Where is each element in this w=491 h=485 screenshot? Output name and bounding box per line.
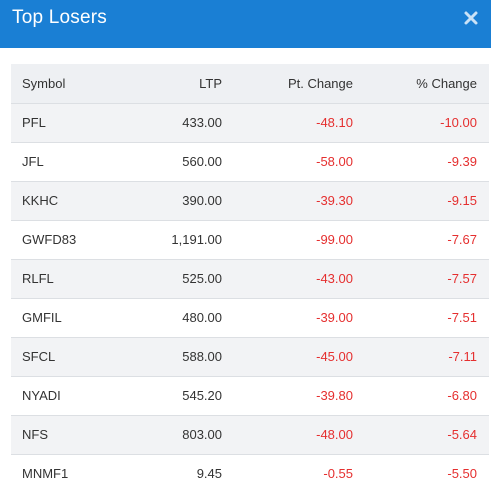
column-header-pt-change[interactable]: Pt. Change [287,75,353,91]
pt-change-cell: -39.30 [316,193,353,208]
table-row[interactable]: JFL 560.00 -58.00 -9.39 [11,142,489,181]
pct-change-cell: -7.51 [447,310,477,325]
column-header-ltp[interactable]: LTP [199,75,222,91]
symbol-cell[interactable]: MNMF1 [22,466,69,482]
table-row[interactable]: GWFD83 1,191.00 -99.00 -7.67 [11,220,489,259]
pct-change-cell: -9.15 [447,193,477,208]
modal-header: Top Losers [0,0,491,48]
pt-change-cell: -48.00 [316,427,353,442]
symbol-cell[interactable]: RLFL [22,271,54,286]
pt-change-cell: -45.00 [316,349,353,364]
ltp-cell: 9.45 [196,466,222,482]
table-row[interactable]: NYADI 545.20 -39.80 -6.80 [11,376,489,415]
table-row[interactable]: SFCL 588.00 -45.00 -7.11 [11,337,489,376]
ltp-cell: 390.00 [182,193,222,208]
ltp-cell: 480.00 [182,310,222,325]
ltp-cell: 545.20 [182,388,222,403]
table-row[interactable]: GMFIL 480.00 -39.00 -7.51 [11,298,489,337]
column-header-pct-change[interactable]: % Change [416,75,477,91]
symbol-cell[interactable]: NFS [22,427,48,442]
losers-table: Symbol LTP Pt. Change % Change PFL 433.00… [11,64,489,485]
column-header-symbol[interactable]: Symbol [22,75,66,91]
pt-change-cell: -99.00 [316,232,353,247]
pct-change-cell: -5.64 [447,427,477,442]
pt-change-cell: -43.00 [316,271,353,286]
ltp-cell: 433.00 [182,115,222,130]
ltp-cell: 1,191.00 [171,232,222,247]
symbol-cell[interactable]: SFCL [22,349,56,364]
symbol-cell[interactable]: KKHC [22,193,59,208]
pct-change-cell: -7.57 [447,271,477,286]
pt-change-cell: -39.00 [316,310,353,325]
symbol-cell[interactable]: PFL [22,115,46,130]
table-row[interactable]: RLFL 525.00 -43.00 -7.57 [11,259,489,298]
symbol-cell[interactable]: JFL [22,154,44,169]
pt-change-cell: -39.80 [316,388,353,403]
table-row[interactable]: PFL 433.00 -48.10 -10.00 [11,103,489,142]
pt-change-cell: -0.55 [323,466,353,482]
pct-change-cell: -5.50 [447,466,477,482]
pt-change-cell: -58.00 [316,154,353,169]
ltp-cell: 803.00 [182,427,222,442]
pct-change-cell: -6.80 [447,388,477,403]
symbol-cell[interactable]: NYADI [22,388,61,403]
pct-change-cell: -7.67 [447,232,477,247]
table-row[interactable]: MNMF1 9.45 -0.55 -5.50 [11,454,489,485]
table-header-row: Symbol LTP Pt. Change % Change [11,64,489,103]
pt-change-cell: -48.10 [316,115,353,130]
ltp-cell: 588.00 [182,349,222,364]
modal-title: Top Losers [12,7,107,28]
ltp-cell: 560.00 [182,154,222,169]
table-row[interactable]: KKHC 390.00 -39.30 -9.15 [11,181,489,220]
losers-table-container: Symbol LTP Pt. Change % Change PFL 433.00… [11,64,489,485]
pct-change-cell: -9.39 [447,154,477,169]
table-body: PFL 433.00 -48.10 -10.00 JFL 560.00 -58.00 -9.3… [11,103,489,485]
symbol-cell[interactable]: GMFIL [22,310,62,325]
ltp-cell: 525.00 [182,271,222,286]
close-icon[interactable] [463,9,479,27]
pct-change-cell: -7.11 [448,349,477,364]
pct-change-cell: -10.00 [440,115,477,130]
symbol-cell[interactable]: GWFD83 [22,232,77,247]
table-row[interactable]: NFS 803.00 -48.00 -5.64 [11,415,489,454]
